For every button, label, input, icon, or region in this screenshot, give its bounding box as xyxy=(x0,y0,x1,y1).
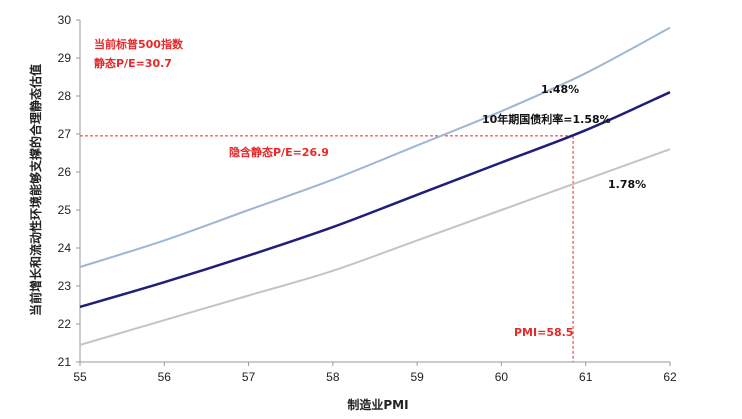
x-tick-label: 57 xyxy=(242,370,256,384)
x-tick-label: 58 xyxy=(326,370,340,384)
x-tick-label: 61 xyxy=(579,370,593,384)
y-tick-label: 25 xyxy=(58,203,72,217)
current-pe-value: 静态P/E=30.7 xyxy=(94,56,172,70)
pmi-label: PMI=58.5 xyxy=(514,326,573,339)
axes: 55 56 57 58 59 60 61 62 21 22 23 24 25 26 27 28 29 30 xyxy=(58,13,677,384)
series-line-2 xyxy=(79,91,671,309)
y-tick-label: 26 xyxy=(58,165,72,179)
y-tick-label: 30 xyxy=(58,13,72,27)
x-tick-label: 56 xyxy=(158,370,172,384)
y-tick-label: 21 xyxy=(58,355,72,369)
y-tick-label: 29 xyxy=(58,51,72,65)
x-tick-label: 62 xyxy=(663,370,677,384)
series-label-1-58: 10年期国债利率=1.58% xyxy=(482,112,611,126)
y-tick-label: 28 xyxy=(58,89,72,103)
series-line-1 xyxy=(79,26,671,268)
y-tick-label: 22 xyxy=(58,317,72,331)
y-ticks: 21 22 23 24 25 26 27 28 29 30 xyxy=(58,13,80,369)
series-label-1-78: 1.78% xyxy=(608,178,646,191)
y-tick-label: 23 xyxy=(58,279,72,293)
x-axis-title: 制造业PMI xyxy=(347,397,408,412)
y-axis-title: 当前增长和流动性环境能够支撑的合理静态估值 xyxy=(28,64,43,316)
y-tick-label: 24 xyxy=(58,241,72,255)
series-label-1-48: 1.48% xyxy=(541,83,579,96)
x-tick-label: 59 xyxy=(410,370,424,384)
series-line-3 xyxy=(79,148,671,346)
current-pe-title: 当前标普500指数 xyxy=(94,37,184,51)
y-tick-label: 27 xyxy=(58,127,72,141)
series-group xyxy=(79,26,671,346)
implied-pe-label: 隐含静态P/E=26.9 xyxy=(229,145,329,159)
x-tick-label: 55 xyxy=(73,370,87,384)
reference-lines xyxy=(80,135,574,362)
x-ticks: 55 56 57 58 59 60 61 62 xyxy=(73,362,677,384)
x-tick-label: 60 xyxy=(495,370,509,384)
